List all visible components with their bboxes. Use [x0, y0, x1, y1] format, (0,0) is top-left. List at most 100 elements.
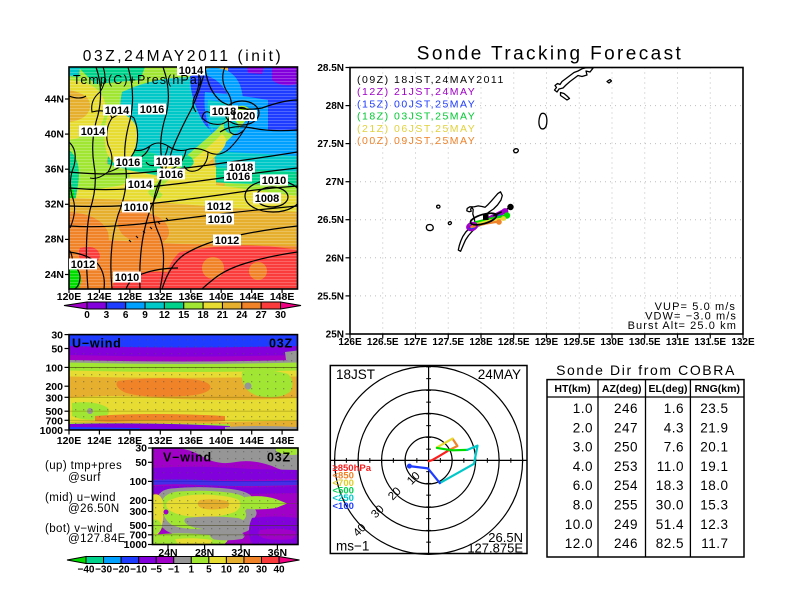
svg-text:40N: 40N	[45, 129, 64, 141]
svg-text:127E: 127E	[404, 337, 428, 348]
svg-text:136E: 136E	[179, 291, 204, 303]
svg-text:128E: 128E	[118, 435, 143, 447]
svg-text:12: 12	[159, 310, 171, 321]
svg-text:250: 250	[614, 440, 638, 455]
svg-text:9: 9	[142, 310, 148, 321]
svg-text:1012: 1012	[71, 259, 95, 271]
svg-text:1020: 1020	[231, 111, 255, 123]
svg-text:18JST: 18JST	[336, 367, 375, 382]
svg-text:(09Z) 18JST,24MAY2011: (09Z) 18JST,24MAY2011	[357, 74, 505, 86]
svg-text:0: 0	[84, 310, 90, 321]
svg-text:−1: −1	[168, 565, 180, 576]
svg-text:27.5N: 27.5N	[317, 139, 344, 150]
svg-text:51.4: 51.4	[656, 517, 684, 532]
svg-text:1014: 1014	[81, 126, 106, 138]
svg-text:(up) tmp+pres: (up) tmp+pres	[45, 460, 122, 472]
svg-text:200: 200	[45, 381, 63, 393]
svg-text:24N: 24N	[45, 269, 64, 281]
svg-text:1010: 1010	[262, 175, 286, 187]
svg-text:82.5: 82.5	[656, 536, 684, 551]
svg-text:129.5E: 129.5E	[563, 337, 595, 348]
svg-text:<250: <250	[333, 493, 354, 504]
svg-text:132E: 132E	[148, 291, 173, 303]
svg-text:2.0: 2.0	[573, 420, 593, 435]
svg-text:−5: −5	[150, 565, 162, 576]
svg-text:<100: <100	[333, 501, 354, 512]
svg-text:1016: 1016	[116, 157, 140, 169]
svg-text:1018: 1018	[229, 162, 253, 174]
svg-text:140E: 140E	[209, 435, 234, 447]
svg-text:1016: 1016	[140, 104, 164, 116]
svg-text:130.5E: 130.5E	[629, 337, 661, 348]
svg-text:<500: <500	[333, 486, 354, 497]
svg-text:200: 200	[129, 495, 147, 507]
svg-text:1018: 1018	[156, 156, 180, 168]
svg-text:≥850hPa: ≥850hPa	[333, 463, 372, 474]
svg-text:40: 40	[273, 565, 285, 576]
svg-text:1.0: 1.0	[573, 401, 593, 416]
svg-text:1010: 1010	[124, 202, 148, 214]
svg-text:1018: 1018	[212, 106, 236, 118]
svg-text:11.7: 11.7	[701, 536, 728, 551]
svg-text:1.6: 1.6	[664, 401, 684, 416]
svg-text:249: 249	[614, 517, 638, 532]
svg-text:129E: 129E	[535, 337, 559, 348]
svg-text:1012: 1012	[215, 235, 239, 247]
svg-text:03Z: 03Z	[267, 451, 291, 465]
svg-text:3.0: 3.0	[573, 440, 593, 455]
svg-text:500: 500	[129, 520, 147, 532]
svg-text:−40: −40	[78, 565, 95, 576]
svg-text:−30: −30	[95, 565, 112, 576]
svg-text:127.875E: 127.875E	[467, 541, 523, 556]
svg-text:6.0: 6.0	[573, 478, 593, 493]
svg-text:4.0: 4.0	[573, 459, 593, 474]
svg-text:128E: 128E	[118, 291, 143, 303]
svg-text:10: 10	[221, 565, 233, 576]
svg-text:24: 24	[236, 310, 248, 321]
svg-text:130E: 130E	[600, 337, 624, 348]
svg-text:30: 30	[135, 443, 147, 455]
svg-text:20: 20	[238, 565, 250, 576]
svg-text:8.0: 8.0	[573, 498, 593, 513]
svg-text:148E: 148E	[270, 291, 295, 303]
svg-text:Burst Alt= 25.0 km: Burst Alt= 25.0 km	[628, 320, 737, 332]
svg-text:1016: 1016	[159, 169, 183, 181]
svg-text:136E: 136E	[179, 435, 204, 447]
svg-text:21.9: 21.9	[700, 420, 728, 435]
svg-text:U−wind: U−wind	[72, 337, 122, 351]
svg-text:500: 500	[45, 406, 63, 418]
svg-text:126E: 126E	[338, 337, 362, 348]
svg-text:VDW= −3.0 m/s: VDW= −3.0 m/s	[645, 311, 737, 323]
svg-text:18.0: 18.0	[700, 478, 728, 493]
svg-text:1014: 1014	[179, 65, 204, 77]
svg-text:124E: 124E	[87, 291, 112, 303]
svg-text:4.3: 4.3	[664, 420, 684, 435]
svg-text:ms−1: ms−1	[336, 539, 369, 554]
svg-text:@surf: @surf	[68, 472, 101, 484]
svg-text:27N: 27N	[326, 177, 344, 188]
svg-text:700: 700	[129, 529, 147, 541]
svg-text:1014: 1014	[105, 105, 130, 117]
svg-text:132E: 132E	[148, 435, 173, 447]
svg-text:131E: 131E	[666, 337, 690, 348]
svg-text:15: 15	[178, 310, 190, 321]
svg-text:30: 30	[275, 310, 287, 321]
svg-text:7.6: 7.6	[664, 440, 684, 455]
svg-text:255: 255	[614, 498, 638, 513]
svg-text:1008: 1008	[255, 193, 279, 205]
svg-text:18: 18	[198, 310, 210, 321]
svg-text:(18Z) 03JST,25MAY: (18Z) 03JST,25MAY	[357, 111, 476, 123]
svg-text:1010: 1010	[115, 272, 139, 284]
svg-text:18.3: 18.3	[656, 478, 684, 493]
svg-text:44N: 44N	[45, 94, 64, 106]
svg-text:1010: 1010	[208, 214, 232, 226]
svg-text:03Z: 03Z	[269, 337, 293, 351]
svg-text:28N: 28N	[326, 101, 344, 112]
svg-text:5: 5	[206, 565, 212, 576]
svg-text:(00Z) 09JST,25MAY: (00Z) 09JST,25MAY	[357, 135, 476, 147]
svg-text:15.3: 15.3	[700, 498, 728, 513]
svg-text:10.0: 10.0	[565, 517, 593, 532]
svg-text:(15Z) 00JST,25MAY: (15Z) 00JST,25MAY	[357, 98, 476, 110]
svg-text:36N: 36N	[45, 164, 64, 176]
svg-text:12.0: 12.0	[565, 536, 593, 551]
